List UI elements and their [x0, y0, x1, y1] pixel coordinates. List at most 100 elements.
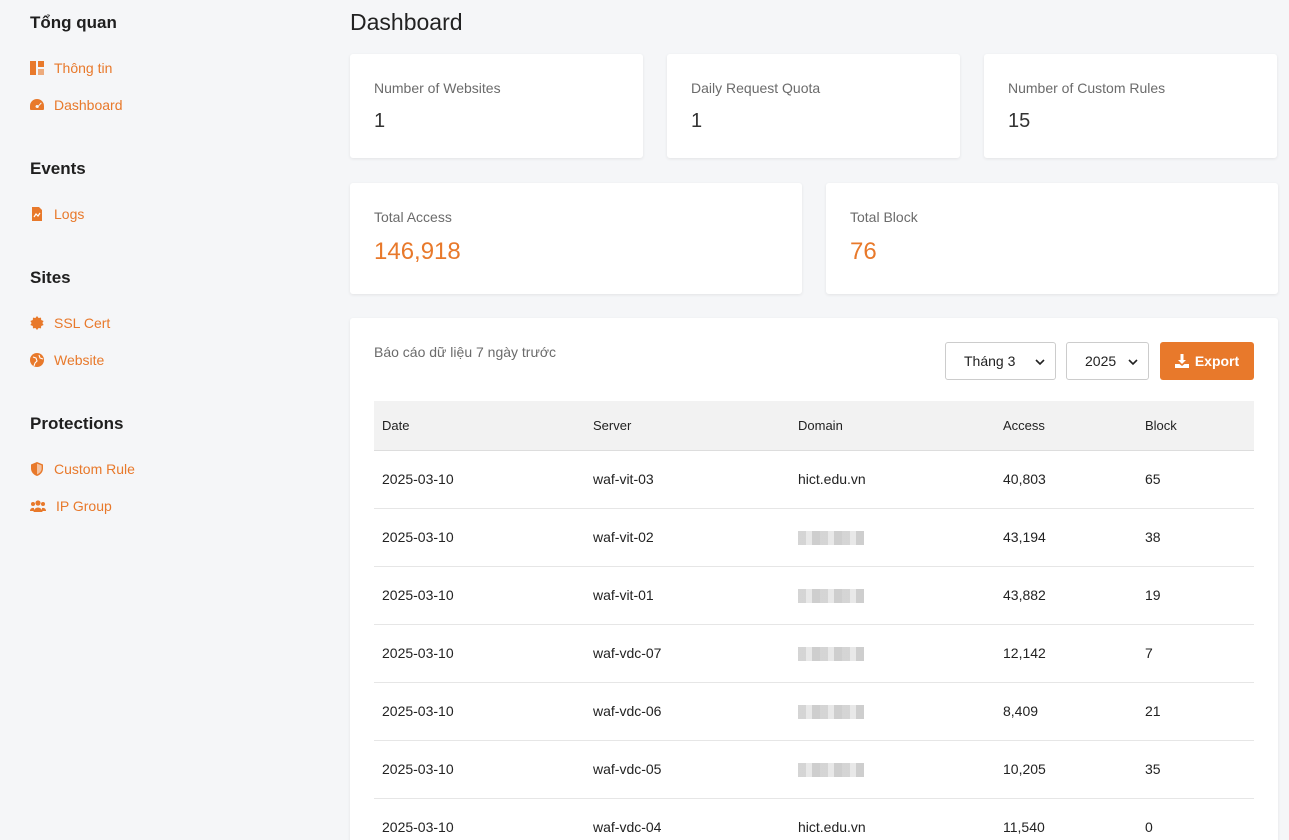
sidebar-item-ssl-cert[interactable]: SSL Cert: [30, 315, 110, 331]
sidebar-item-custom-rule[interactable]: Custom Rule: [30, 461, 135, 477]
report-table: Date Server Domain Access Block 2025-03-…: [374, 401, 1254, 840]
cell-access: 43,194: [995, 508, 1137, 567]
stat-label: Number of Websites: [374, 80, 501, 96]
stat-value: 15: [1008, 110, 1031, 132]
cell-server: waf-vit-02: [585, 508, 790, 567]
report-card: Báo cáo dữ liệu 7 ngày trước Tháng 3 202…: [350, 318, 1278, 840]
cell-date: 2025-03-10: [374, 740, 585, 799]
table-row: 2025-03-10 waf-vdc-04 hict.edu.vn 11,540…: [374, 798, 1254, 840]
cell-block: 35: [1137, 740, 1254, 799]
chevron-down-icon: [1128, 359, 1138, 366]
cell-block: 65: [1137, 450, 1254, 509]
file-chart-icon: [32, 207, 42, 221]
sidebar-item-ip-group[interactable]: IP Group: [30, 498, 112, 514]
sidebar-item-label: Custom Rule: [54, 461, 135, 477]
cell-block: 7: [1137, 624, 1254, 683]
month-select[interactable]: Tháng 3: [945, 342, 1056, 380]
users-icon: [30, 500, 46, 512]
cell-block: 19: [1137, 566, 1254, 625]
page-title: Dashboard: [350, 9, 463, 35]
download-icon: [1174, 354, 1189, 368]
cell-date: 2025-03-10: [374, 624, 585, 683]
stat-value: 1: [691, 110, 703, 132]
column-header-block[interactable]: Block: [1137, 401, 1254, 451]
cell-date: 2025-03-10: [374, 508, 585, 567]
sidebar-item-dashboard[interactable]: Dashboard: [30, 97, 123, 113]
section-title-overview: Tổng quan: [30, 13, 117, 32]
cell-date: 2025-03-10: [374, 450, 585, 509]
redacted-domain: [798, 763, 864, 778]
table-row: 2025-03-10 waf-vit-02 43,194 38: [374, 508, 1254, 567]
sidebar-item-label: Website: [54, 352, 105, 368]
cell-domain: hict.edu.vn: [790, 450, 995, 509]
cell-domain: [790, 740, 995, 799]
sidebar-item-website[interactable]: Website: [30, 352, 104, 368]
stat-value: 76: [850, 238, 877, 265]
cell-domain: [790, 508, 995, 567]
cell-block: 0: [1137, 798, 1254, 840]
cell-domain: [790, 624, 995, 683]
cell-block: 38: [1137, 508, 1254, 567]
cell-access: 40,803: [995, 450, 1137, 509]
cell-date: 2025-03-10: [374, 566, 585, 625]
redacted-domain: [798, 531, 864, 546]
shield-icon: [31, 462, 43, 476]
table-header-row: Date Server Domain Access Block: [374, 401, 1254, 451]
redacted-domain: [798, 647, 864, 662]
cell-domain: [790, 682, 995, 741]
year-select[interactable]: 2025: [1066, 342, 1149, 380]
sidebar-item-label: Thông tin: [54, 60, 113, 76]
stat-label: Daily Request Quota: [691, 80, 821, 96]
layout-icon: [30, 61, 44, 75]
sidebar-item-label: IP Group: [56, 498, 112, 514]
stat-value: 146,918: [374, 238, 461, 265]
cell-access: 10,205: [995, 740, 1137, 799]
section-title-sites: Sites: [30, 268, 71, 287]
cell-server: waf-vdc-06: [585, 682, 790, 741]
stat-card-total-access: Total Access 146,918: [350, 183, 802, 294]
cell-access: 8,409: [995, 682, 1137, 741]
export-button[interactable]: Export: [1160, 342, 1254, 380]
cell-block: 21: [1137, 682, 1254, 741]
table-row: 2025-03-10 waf-vdc-06 8,409 21: [374, 682, 1254, 741]
chevron-down-icon: [1035, 359, 1045, 366]
gauge-icon: [30, 99, 44, 110]
column-header-server[interactable]: Server: [585, 401, 790, 451]
cell-domain: hict.edu.vn: [790, 798, 995, 840]
globe-icon: [30, 353, 44, 367]
table-row: 2025-03-10 waf-vdc-07 12,142 7: [374, 624, 1254, 683]
cell-server: waf-vdc-07: [585, 624, 790, 683]
table-row: 2025-03-10 waf-vdc-05 10,205 35: [374, 740, 1254, 799]
sidebar-item-label: Logs: [54, 206, 85, 222]
column-header-date[interactable]: Date: [374, 401, 585, 451]
redacted-domain: [798, 589, 864, 604]
cell-access: 12,142: [995, 624, 1137, 683]
cell-server: waf-vdc-04: [585, 798, 790, 840]
stat-card-total-block: Total Block 76: [826, 183, 1278, 294]
year-select-value: 2025: [1085, 353, 1117, 369]
sidebar-item-label: Dashboard: [54, 97, 123, 113]
redacted-domain: [798, 705, 864, 720]
cell-server: waf-vit-03: [585, 450, 790, 509]
stat-value: 1: [374, 110, 386, 132]
sidebar-item-info[interactable]: Thông tin: [30, 60, 112, 76]
cell-server: waf-vit-01: [585, 566, 790, 625]
cell-date: 2025-03-10: [374, 798, 585, 840]
sidebar-item-logs[interactable]: Logs: [30, 206, 84, 222]
section-title-protections: Protections: [30, 414, 124, 433]
section-title-events: Events: [30, 159, 86, 178]
cell-domain: [790, 566, 995, 625]
stat-card-websites: Number of Websites 1: [350, 54, 643, 158]
certificate-icon: [30, 316, 44, 330]
sidebar-item-label: SSL Cert: [54, 315, 111, 331]
table-row: 2025-03-10 waf-vit-03 hict.edu.vn 40,803…: [374, 450, 1254, 509]
cell-access: 43,882: [995, 566, 1137, 625]
column-header-access[interactable]: Access: [995, 401, 1137, 451]
cell-access: 11,540: [995, 798, 1137, 840]
cell-server: waf-vdc-05: [585, 740, 790, 799]
report-caption: Báo cáo dữ liệu 7 ngày trước: [374, 344, 557, 360]
column-header-domain[interactable]: Domain: [790, 401, 995, 451]
stat-label: Total Access: [374, 209, 452, 225]
month-select-value: Tháng 3: [964, 353, 1016, 369]
sidebar: Tổng quan Thông tin Dashboard Events Log…: [0, 0, 330, 840]
